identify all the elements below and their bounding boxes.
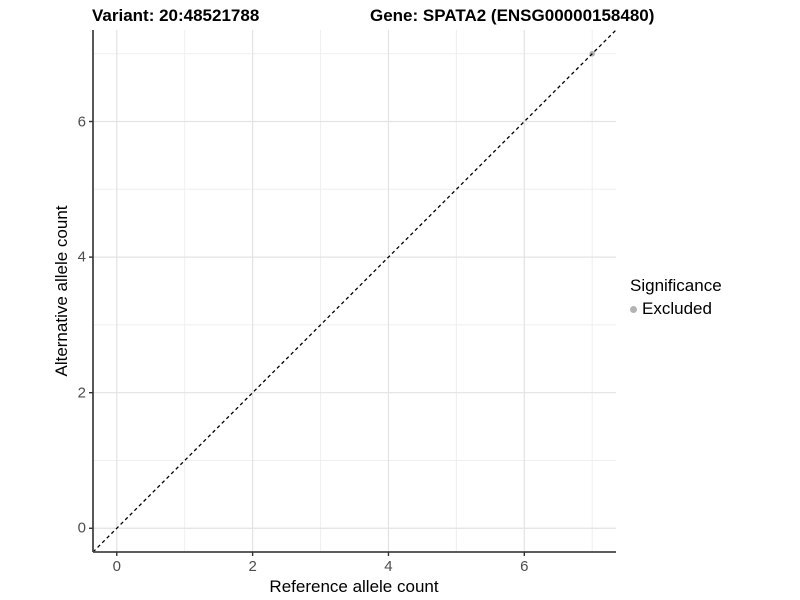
plot-title-gene: Gene: SPATA2 (ENSG00000158480) <box>370 6 655 25</box>
legend-entry-label: Excluded <box>642 299 712 318</box>
legend-entries: Excluded <box>630 299 722 319</box>
legend-entry: Excluded <box>630 299 722 319</box>
y-axis-title: Alternative allele count <box>52 205 71 377</box>
legend-key-dot-icon <box>630 305 637 313</box>
y-tick-label: 0 <box>77 519 86 537</box>
legend-title: Significance <box>630 276 722 295</box>
x-tick-label: 6 <box>520 558 529 575</box>
x-tick-label: 4 <box>384 558 393 575</box>
x-tick-label: 0 <box>112 558 121 575</box>
legend: Significance Excluded <box>630 276 722 319</box>
x-tick-label: 2 <box>248 558 257 575</box>
y-tick-label: 6 <box>77 113 86 131</box>
plot-title-variant: Variant: 20:48521788 <box>92 6 260 25</box>
identity-dashed-line <box>92 29 617 553</box>
y-tick-label: 4 <box>77 248 86 266</box>
x-axis-title: Reference allele count <box>269 577 439 596</box>
y-tick-label: 2 <box>77 384 86 402</box>
